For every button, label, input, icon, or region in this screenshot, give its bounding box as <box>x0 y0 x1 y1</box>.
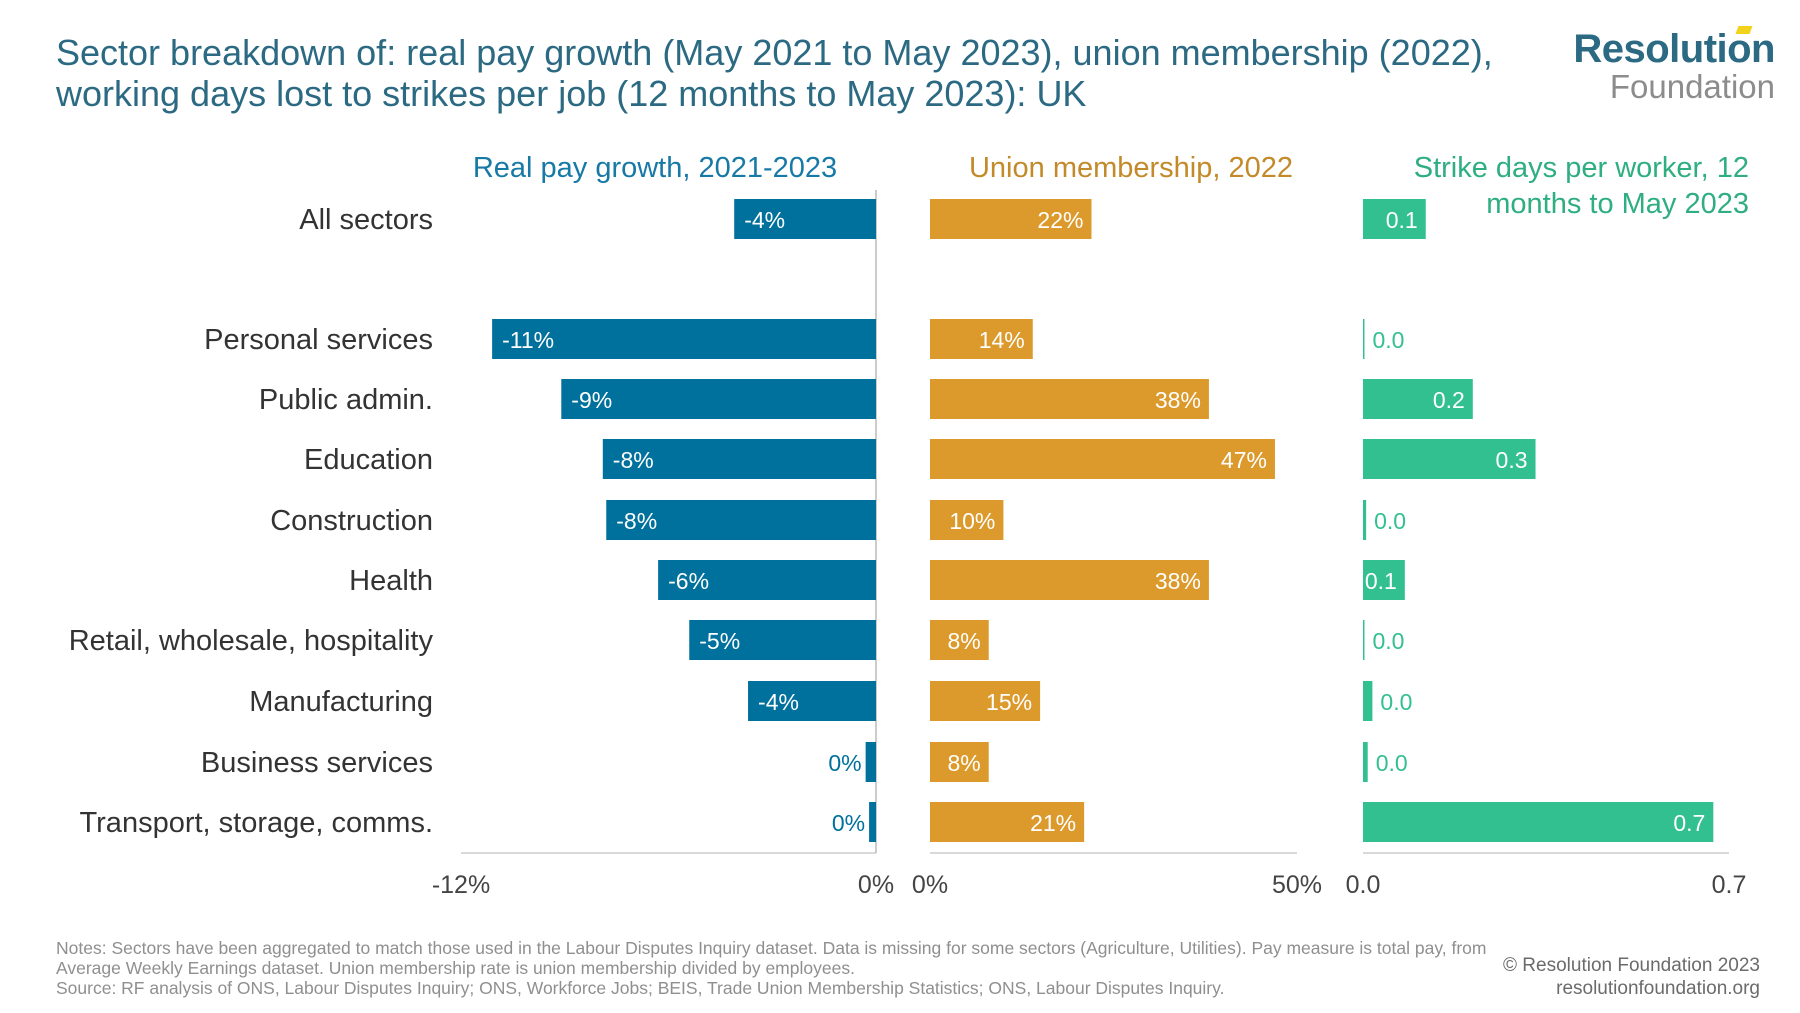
category-label: Health <box>349 565 433 597</box>
category-label: Manufacturing <box>249 686 433 718</box>
bar-pay <box>869 802 876 842</box>
data-label: 0.3 <box>1496 447 1528 473</box>
category-label: All sectors <box>299 204 433 236</box>
tick-label: 0.0 <box>1346 871 1381 899</box>
data-label: -4% <box>758 689 799 715</box>
copyright-block: © Resolution Foundation 2023 resolutionf… <box>1503 954 1760 1000</box>
website-text: resolutionfoundation.org <box>1556 978 1760 999</box>
source-text: Source: RF analysis of ONS, Labour Dispu… <box>56 978 1225 998</box>
bar-union <box>930 500 1004 540</box>
panel-title-pay: Real pay growth, 2021-2023 <box>473 152 837 184</box>
bar-strike <box>1363 620 1365 660</box>
bar-union <box>930 319 1033 359</box>
resolution-foundation-logo: Resolution Foundation <box>1565 26 1776 105</box>
notes-block: Notes: Sectors have been aggregated to m… <box>56 938 1496 998</box>
copyright-text: © Resolution Foundation 2023 <box>1503 955 1760 976</box>
data-label: -4% <box>744 207 785 233</box>
data-label: 22% <box>1037 207 1083 233</box>
data-label: 47% <box>1221 447 1267 473</box>
category-label: Business services <box>201 747 433 779</box>
bar-pay <box>602 439 876 479</box>
tick-label: 0% <box>858 871 894 899</box>
bar-strike <box>1363 500 1367 540</box>
bar-strike <box>1363 802 1714 842</box>
data-label: 0% <box>828 750 861 776</box>
tick-label: 50% <box>1272 871 1322 899</box>
category-label: Personal services <box>204 324 433 356</box>
bar-strike <box>1363 560 1405 600</box>
category-label: Retail, wholesale, hospitality <box>69 625 434 657</box>
bar-strike <box>1363 319 1365 359</box>
data-label: -8% <box>613 447 654 473</box>
bar-union <box>930 620 989 660</box>
bar-pay <box>865 742 876 782</box>
data-label: 0.1 <box>1386 207 1418 233</box>
bar-pay <box>561 379 876 419</box>
category-label: Construction <box>270 505 433 537</box>
data-label: -8% <box>616 508 657 534</box>
data-label: 0.0 <box>1376 750 1408 776</box>
data-label: 15% <box>986 689 1032 715</box>
bar-strike <box>1363 439 1536 479</box>
category-label: Education <box>304 444 433 476</box>
data-label: 38% <box>1155 568 1201 594</box>
tick-label: -12% <box>432 871 490 899</box>
tick-label: 0% <box>912 871 948 899</box>
bar-union <box>930 681 1041 721</box>
chart-title: Sector breakdown of: real pay growth (Ma… <box>56 32 1493 114</box>
data-label: 38% <box>1155 387 1201 413</box>
bar-union <box>930 742 989 782</box>
panel-title-strike: Strike days per worker, 12 months to May … <box>1414 152 1749 220</box>
notes-text: Notes: Sectors have been aggregated to m… <box>56 938 1487 978</box>
bar-strike <box>1363 199 1426 239</box>
bar-union <box>930 802 1085 842</box>
data-label: 0.0 <box>1380 689 1412 715</box>
bar-pay <box>606 500 876 540</box>
bar-union <box>930 560 1209 600</box>
bar-union <box>930 199 1092 239</box>
bar-pay <box>734 199 876 239</box>
category-label: Public admin. <box>259 384 433 416</box>
data-label: 0.0 <box>1374 508 1406 534</box>
category-label: Transport, storage, comms. <box>80 807 433 839</box>
panel-title-union: Union membership, 2022 <box>969 152 1293 184</box>
data-label: -9% <box>571 387 612 413</box>
bar-pay <box>658 560 876 600</box>
bar-pay <box>689 620 876 660</box>
bar-strike <box>1363 379 1473 419</box>
data-label: 0.1 <box>1365 568 1397 594</box>
bar-pay <box>748 681 876 721</box>
data-label: -6% <box>668 568 709 594</box>
bar-union <box>930 439 1275 479</box>
data-label: 21% <box>1030 810 1076 836</box>
bar-union <box>930 379 1209 419</box>
data-label: 0.0 <box>1373 327 1405 353</box>
data-label: 8% <box>947 628 980 654</box>
data-label: 0.2 <box>1433 387 1465 413</box>
tick-label: 0.7 <box>1712 871 1747 899</box>
data-label: -5% <box>699 628 740 654</box>
data-label: 0.0 <box>1373 628 1405 654</box>
bar-strike <box>1363 742 1368 782</box>
data-label: 14% <box>979 327 1025 353</box>
logo-line-2: Foundation <box>1609 68 1775 105</box>
data-label: 0.7 <box>1673 810 1705 836</box>
bar-strike <box>1363 681 1373 721</box>
data-label: -11% <box>502 327 554 353</box>
data-label: 0% <box>832 810 865 836</box>
data-label: 8% <box>947 750 980 776</box>
logo-line-1: Resolution <box>1573 27 1775 71</box>
bar-pay <box>492 319 876 359</box>
data-label: 10% <box>949 508 995 534</box>
